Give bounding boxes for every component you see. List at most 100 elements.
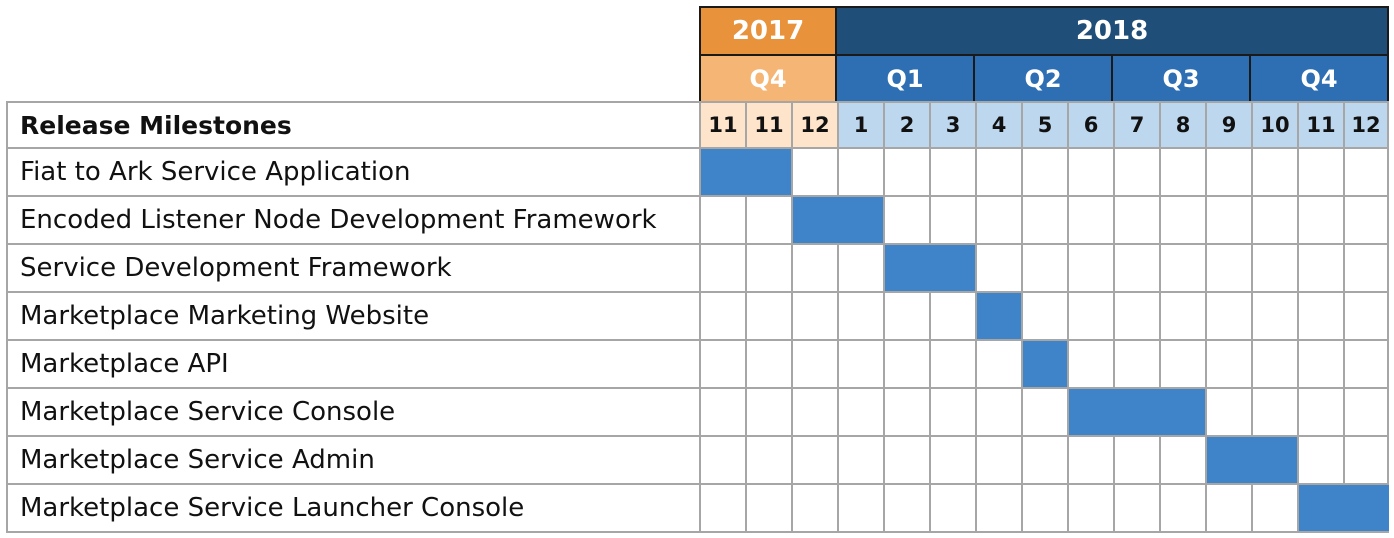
grid-cell	[745, 485, 791, 533]
grid-cell	[929, 149, 975, 197]
grid-cell	[745, 197, 791, 245]
grid-cell	[699, 341, 745, 389]
milestone-bar	[1023, 341, 1067, 387]
grid-cell	[699, 197, 745, 245]
grid-cell	[883, 341, 929, 389]
milestone-bar	[701, 149, 791, 195]
grid-cell	[791, 293, 837, 341]
milestone-label: Marketplace Service Admin	[6, 437, 699, 485]
grid-cell	[1021, 437, 1067, 485]
grid-cell	[1205, 293, 1251, 341]
grid-cell	[1021, 341, 1067, 389]
grid-cell	[1343, 437, 1389, 485]
milestone-bar	[1069, 389, 1205, 435]
grid-cell	[929, 197, 975, 245]
grid-cell	[837, 293, 883, 341]
month-header-12: 10	[1251, 101, 1297, 149]
quarter-header-3: Q3	[1113, 54, 1251, 101]
grid-cell	[1251, 149, 1297, 197]
grid-cell	[1067, 149, 1113, 197]
quarter-header-1: Q1	[837, 54, 975, 101]
grid-cell	[883, 245, 929, 293]
grid-cell	[1021, 197, 1067, 245]
grid-cell	[1067, 437, 1113, 485]
grid-cell	[1297, 293, 1343, 341]
grid-cell	[1021, 389, 1067, 437]
grid-cell	[791, 341, 837, 389]
grid-cell	[1067, 197, 1113, 245]
grid-cell	[1067, 389, 1113, 437]
grid-cell	[791, 389, 837, 437]
grid-cell	[791, 485, 837, 533]
grid-cell	[1343, 389, 1389, 437]
grid-cell	[1251, 293, 1297, 341]
grid-cell	[791, 245, 837, 293]
grid-cell	[1297, 389, 1343, 437]
grid-cell	[699, 437, 745, 485]
grid-cell	[1021, 245, 1067, 293]
grid-cell	[837, 149, 883, 197]
grid-cell	[837, 437, 883, 485]
quarter-header-4: Q4	[1251, 54, 1389, 101]
grid-cell	[975, 197, 1021, 245]
grid-cell	[975, 149, 1021, 197]
grid-cell	[1205, 341, 1251, 389]
milestone-label: Fiat to Ark Service Application	[6, 149, 699, 197]
milestone-label: Service Development Framework	[6, 245, 699, 293]
month-header-8: 6	[1067, 101, 1113, 149]
month-header-11: 9	[1205, 101, 1251, 149]
grid-cell	[837, 245, 883, 293]
grid-cell	[1113, 293, 1159, 341]
grid-cell	[1343, 149, 1389, 197]
grid-cell	[699, 485, 745, 533]
grid-cell	[1159, 437, 1205, 485]
grid-cell	[1251, 389, 1297, 437]
grid-cell	[699, 389, 745, 437]
milestone-label: Marketplace Service Console	[6, 389, 699, 437]
grid-cell	[929, 437, 975, 485]
grid-cell	[929, 341, 975, 389]
grid-cell	[1113, 197, 1159, 245]
grid-cell	[1159, 485, 1205, 533]
year-header-2017: 2017	[699, 6, 837, 54]
grid-cell	[883, 293, 929, 341]
milestone-label: Encoded Listener Node Development Framew…	[6, 197, 699, 245]
milestone-label: Marketplace API	[6, 341, 699, 389]
grid-cell	[883, 197, 929, 245]
page-title: Release Milestones	[6, 101, 699, 149]
grid-cell	[1251, 485, 1297, 533]
grid-cell	[1067, 341, 1113, 389]
month-header-13: 11	[1297, 101, 1343, 149]
month-header-1: 11	[745, 101, 791, 149]
grid-cell	[975, 245, 1021, 293]
month-header-10: 8	[1159, 101, 1205, 149]
milestone-bar	[977, 293, 1021, 339]
grid-cell	[883, 389, 929, 437]
grid-cell	[745, 437, 791, 485]
grid-cell	[1113, 485, 1159, 533]
quarter-header-2: Q2	[975, 54, 1113, 101]
grid-cell	[883, 485, 929, 533]
milestone-label: Marketplace Marketing Website	[6, 293, 699, 341]
milestone-bar	[1207, 437, 1297, 483]
grid-cell	[1297, 197, 1343, 245]
quarter-header-0: Q4	[699, 54, 837, 101]
grid-cell	[1159, 197, 1205, 245]
grid-cell	[1343, 293, 1389, 341]
grid-cell	[745, 245, 791, 293]
grid-cell	[1297, 149, 1343, 197]
grid-cell	[1297, 245, 1343, 293]
grid-cell	[1159, 245, 1205, 293]
grid-cell	[883, 437, 929, 485]
grid-cell	[1113, 149, 1159, 197]
month-header-9: 7	[1113, 101, 1159, 149]
grid-cell	[1297, 341, 1343, 389]
month-header-4: 2	[883, 101, 929, 149]
grid-cell	[1021, 149, 1067, 197]
milestone-bar	[885, 245, 975, 291]
grid-cell	[975, 341, 1021, 389]
grid-cell	[1159, 149, 1205, 197]
grid-cell	[745, 293, 791, 341]
grid-cell	[1343, 197, 1389, 245]
